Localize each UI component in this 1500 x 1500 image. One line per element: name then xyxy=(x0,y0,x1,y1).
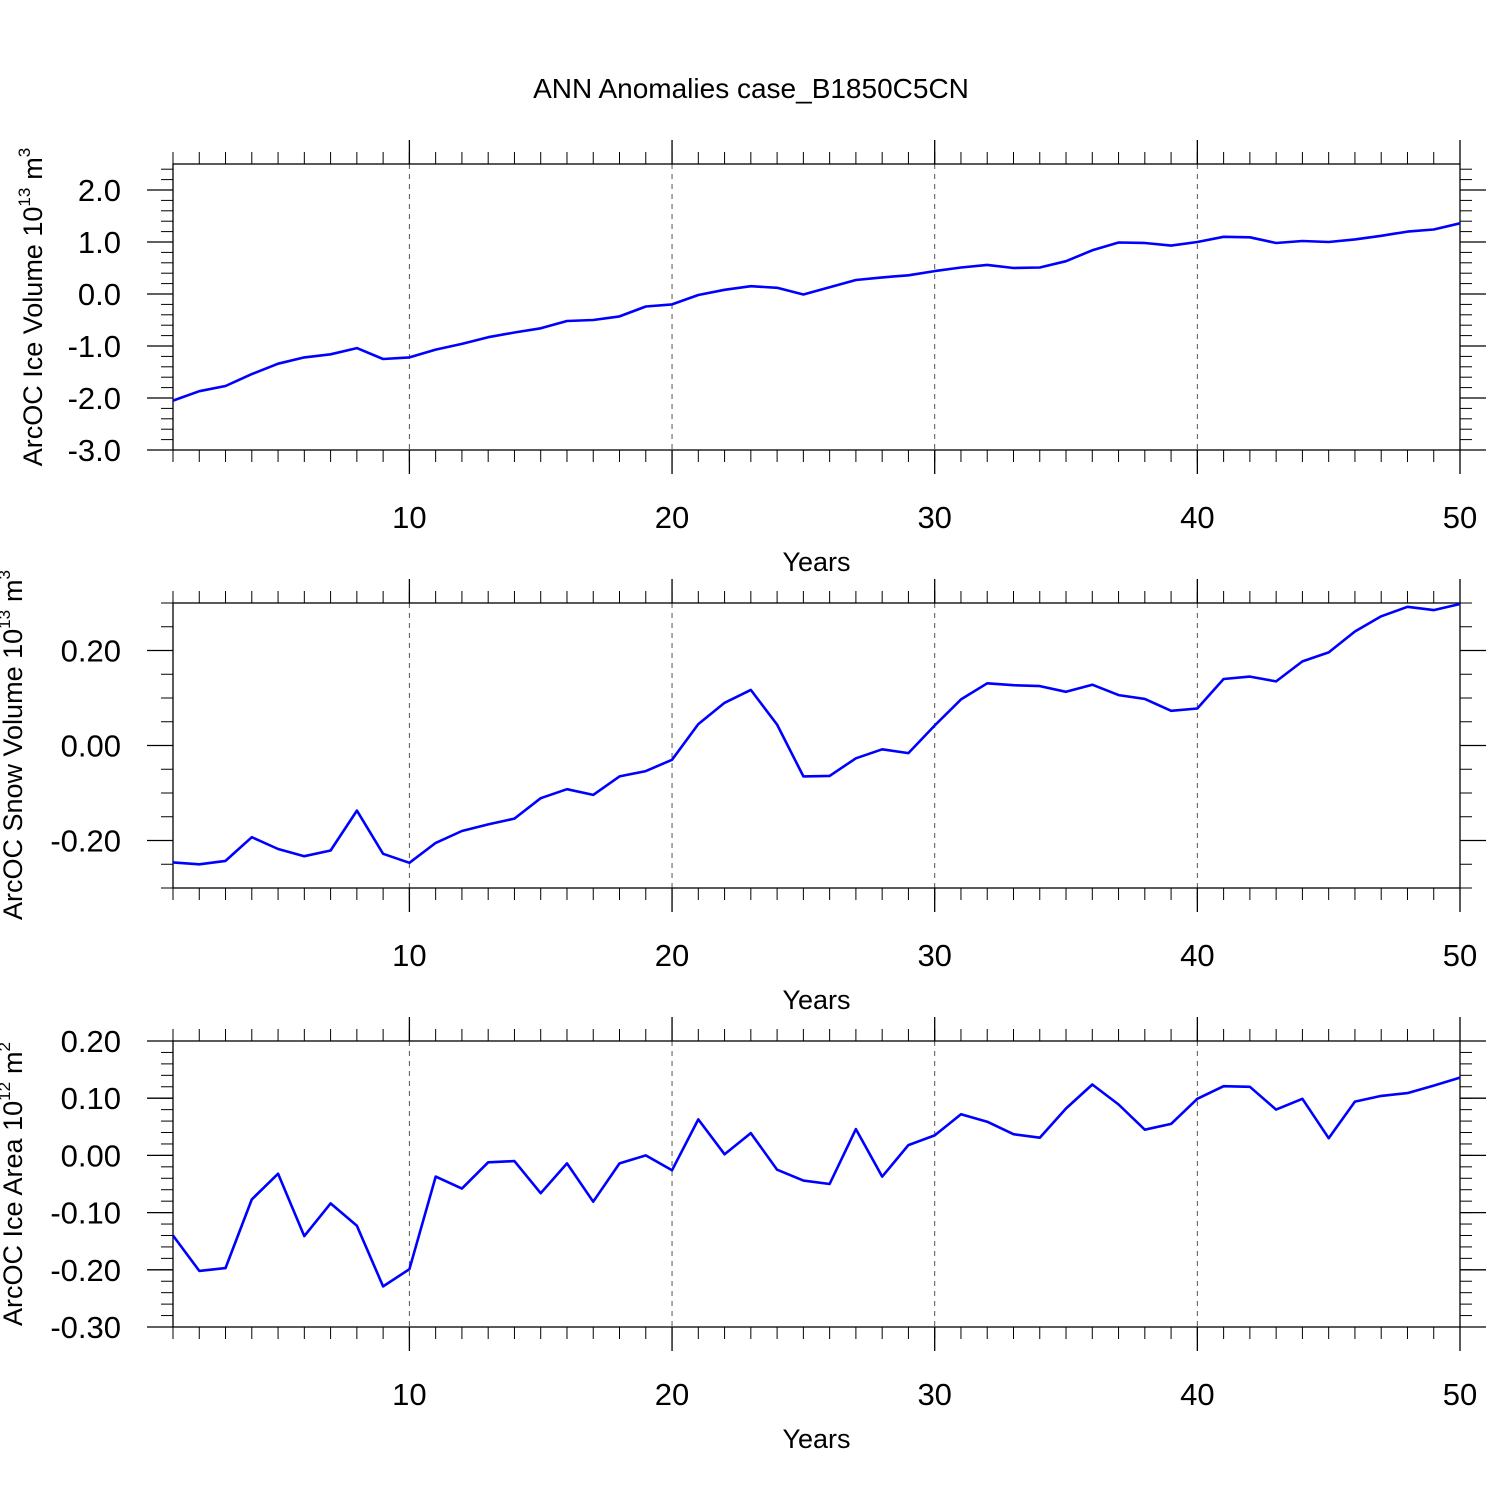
x-tick-label: 40 xyxy=(1180,1377,1214,1412)
y-axis-label-unit: m xyxy=(18,157,48,180)
y-tick-label: -0.20 xyxy=(50,1253,121,1288)
x-tick-label: 50 xyxy=(1443,500,1477,535)
y-axis-label: ArcOC Ice Area 1012 m2 xyxy=(0,1042,28,1326)
x-tick-label: 20 xyxy=(655,938,689,973)
y-axis-label-exponent: 13 xyxy=(15,188,34,207)
y-axis-label-exponent: 12 xyxy=(0,1082,14,1101)
y-tick-label: -3.0 xyxy=(68,433,121,468)
series-line xyxy=(171,1076,1461,1288)
y-tick-label: 1.0 xyxy=(78,225,121,260)
x-axis-label: Years xyxy=(782,1424,850,1454)
y-tick-label: 0.00 xyxy=(61,1138,121,1173)
y-tick-label: 0.20 xyxy=(61,634,121,669)
y-axis-label-unit: m xyxy=(0,579,28,602)
y-axis-label-unit-exponent: 3 xyxy=(0,570,14,579)
plot-frame xyxy=(172,1040,1461,1328)
x-tick-label: 40 xyxy=(1180,500,1214,535)
y-axis-label-unit-exponent: 3 xyxy=(15,148,34,157)
x-axis-label: Years xyxy=(782,547,850,577)
x-tick-label: 40 xyxy=(1180,938,1214,973)
y-tick-label: 0.00 xyxy=(61,729,121,764)
figure-title: ANN Anomalies case_B1850C5CN xyxy=(533,73,969,104)
x-tick-label: 10 xyxy=(392,500,426,535)
y-axis-label-exponent: 13 xyxy=(0,610,14,629)
y-tick-label: 2.0 xyxy=(78,173,121,208)
y-tick-label: 0.0 xyxy=(78,277,121,312)
x-tick-label: 10 xyxy=(392,1377,426,1412)
x-tick-label: 50 xyxy=(1443,1377,1477,1412)
x-tick-label: 30 xyxy=(917,500,951,535)
plot-frame xyxy=(172,602,1461,889)
x-tick-label: 20 xyxy=(655,1377,689,1412)
x-axis-label: Years xyxy=(782,985,850,1015)
y-tick-label: -0.20 xyxy=(50,824,121,859)
y-axis-label-text: ArcOC Ice Volume 10 xyxy=(18,207,48,467)
y-tick-label: 0.10 xyxy=(61,1081,121,1116)
y-tick-label: -2.0 xyxy=(68,381,121,416)
y-axis-label: ArcOC Snow Volume 1013 m3 xyxy=(0,570,28,920)
ice-area-panel: 10 20 30 40 50 0.20 0.10 0.00 -0.10 -0.20 -0.30 Yea… xyxy=(0,1017,1486,1454)
x-tick-label: 50 xyxy=(1443,938,1477,973)
y-tick-label: -0.30 xyxy=(50,1310,121,1345)
ice-volume-panel: 10 20 30 40 50 2.0 1.0 0.0 -1.0 -2.0 -3.0 Years ArcO… xyxy=(15,140,1486,577)
y-axis-label-unit: m xyxy=(0,1051,28,1074)
x-tick-label: 30 xyxy=(917,1377,951,1412)
y-axis-label-text: ArcOC Snow Volume 10 xyxy=(0,629,28,920)
y-axis-label-text: ArcOC Ice Area 10 xyxy=(0,1101,28,1326)
plot-frame xyxy=(172,163,1461,451)
y-tick-label: -1.0 xyxy=(68,329,121,364)
x-tick-label: 30 xyxy=(917,938,951,973)
y-axis-label: ArcOC Ice Volume 1013 m3 xyxy=(15,148,48,467)
y-axis-label-unit-exponent: 2 xyxy=(0,1042,14,1051)
y-tick-label: 0.20 xyxy=(61,1024,121,1059)
x-tick-label: 10 xyxy=(392,938,426,973)
snow-volume-panel: 10 20 30 40 50 0.20 0.00 -0.20 Years ArcOC Snow V… xyxy=(0,570,1486,1015)
series-line xyxy=(172,602,1461,866)
series-line xyxy=(172,222,1461,402)
x-tick-label: 20 xyxy=(655,500,689,535)
y-tick-label: -0.10 xyxy=(50,1196,121,1231)
